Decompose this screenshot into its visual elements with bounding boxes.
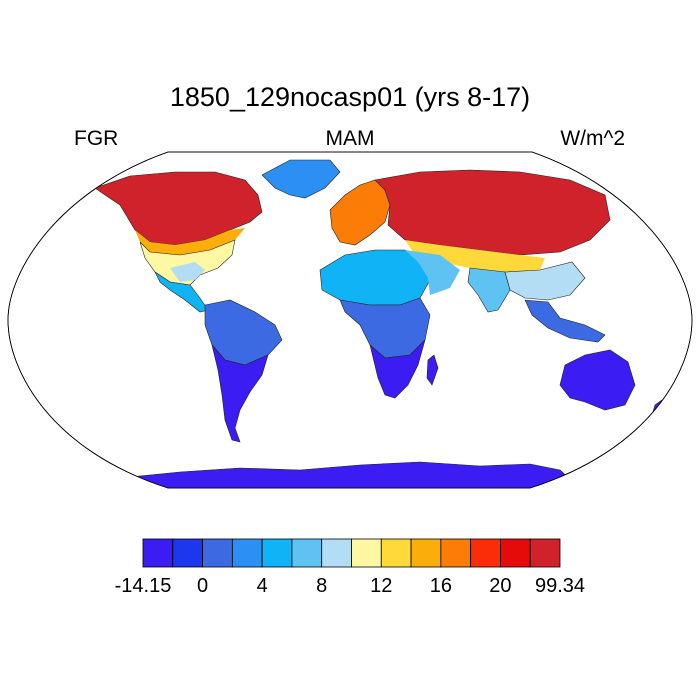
units-label: W/m^2	[560, 127, 625, 150]
region-central-asia	[405, 240, 545, 272]
region-north-america-mid	[135, 228, 245, 255]
region-australia	[559, 349, 636, 411]
colorbar-tick-label: 4	[256, 575, 268, 597]
region-south-america-south	[211, 344, 269, 443]
season-label: MAM	[325, 127, 375, 150]
region-madagascar	[426, 354, 439, 386]
colorbar-swatch-9	[410, 538, 442, 568]
colorbar-swatch-13	[529, 538, 561, 568]
colorbar-tick-label: 20	[489, 575, 512, 597]
colorbar-tick-label: 8	[316, 575, 328, 597]
colorbar-tick-label: -14.15	[114, 575, 172, 597]
region-us-southeast	[170, 262, 205, 282]
region-east-asia	[504, 261, 586, 301]
colorbar-swatch-8	[380, 538, 412, 568]
chart-title: 1850_129nocasp01 (yrs 8-17)	[169, 82, 531, 112]
colorbar-swatch-0	[142, 538, 174, 568]
region-north-america-north	[94, 171, 263, 246]
region-europe	[329, 179, 391, 246]
colorbar-swatch-10	[440, 538, 472, 568]
colorbar-swatch-11	[470, 538, 501, 568]
colorbar	[142, 538, 561, 568]
region-siberia	[374, 169, 611, 256]
region-mexico	[154, 271, 209, 313]
region-greenland	[261, 159, 341, 199]
region-north-africa	[319, 249, 431, 306]
colorbar-tick-label: 0	[197, 575, 209, 597]
region-middle-east	[405, 250, 460, 295]
colorbar-swatch-6	[321, 538, 352, 568]
variable-label: FGR	[74, 127, 119, 150]
colorbar-swatch-5	[291, 538, 323, 568]
colorbar-swatch-12	[500, 538, 531, 568]
colorbar-swatch-2	[202, 538, 233, 568]
colorbar-swatch-1	[172, 538, 203, 568]
region-southern-africa	[369, 338, 426, 399]
colorbar-tick-label: 16	[429, 575, 452, 597]
region-antarctica	[119, 461, 581, 488]
region-southeast-asia	[524, 299, 606, 343]
colorbar-tick-label: 12	[370, 575, 393, 597]
colorbar-swatch-4	[261, 538, 293, 568]
colorbar-tick-label: 99.34	[534, 575, 586, 597]
colorbar-swatch-7	[351, 538, 382, 568]
colorbar-swatch-3	[231, 538, 263, 568]
